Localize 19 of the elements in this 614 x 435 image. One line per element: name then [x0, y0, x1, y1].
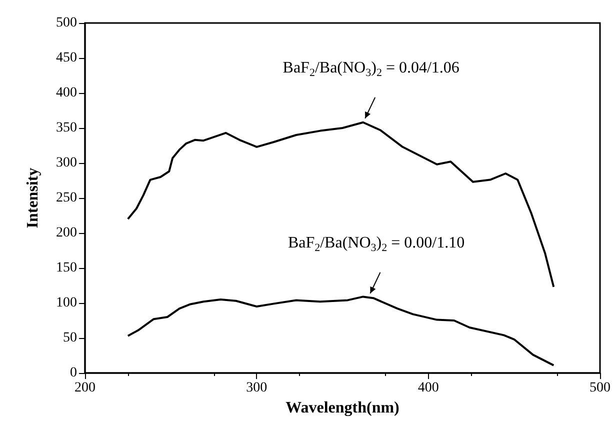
y-tick-label: 400 [56, 86, 77, 100]
x-tick-label: 500 [590, 380, 610, 396]
y-axis-title: Intensity [24, 168, 42, 228]
y-tick-label: 500 [56, 16, 77, 30]
y-tick-label: 200 [56, 226, 77, 240]
x-tick-label: 300 [246, 380, 268, 396]
y-tick-label: 350 [56, 120, 77, 136]
x-axis-title: Wavelength(nm) [286, 399, 400, 416]
y-tick-label: 100 [56, 296, 77, 310]
y-tick-label: 250 [56, 190, 77, 206]
y-tick-label: 50 [63, 330, 77, 346]
y-tick-label: 300 [56, 156, 77, 170]
y-tick-label: 450 [56, 50, 77, 66]
y-tick-label: 150 [56, 260, 77, 276]
x-tick-label: 400 [418, 380, 439, 396]
line-series [126, 296, 555, 366]
x-tick-label: 200 [74, 380, 96, 396]
y-tick-label: 0 [70, 366, 77, 380]
line-series [126, 121, 555, 288]
